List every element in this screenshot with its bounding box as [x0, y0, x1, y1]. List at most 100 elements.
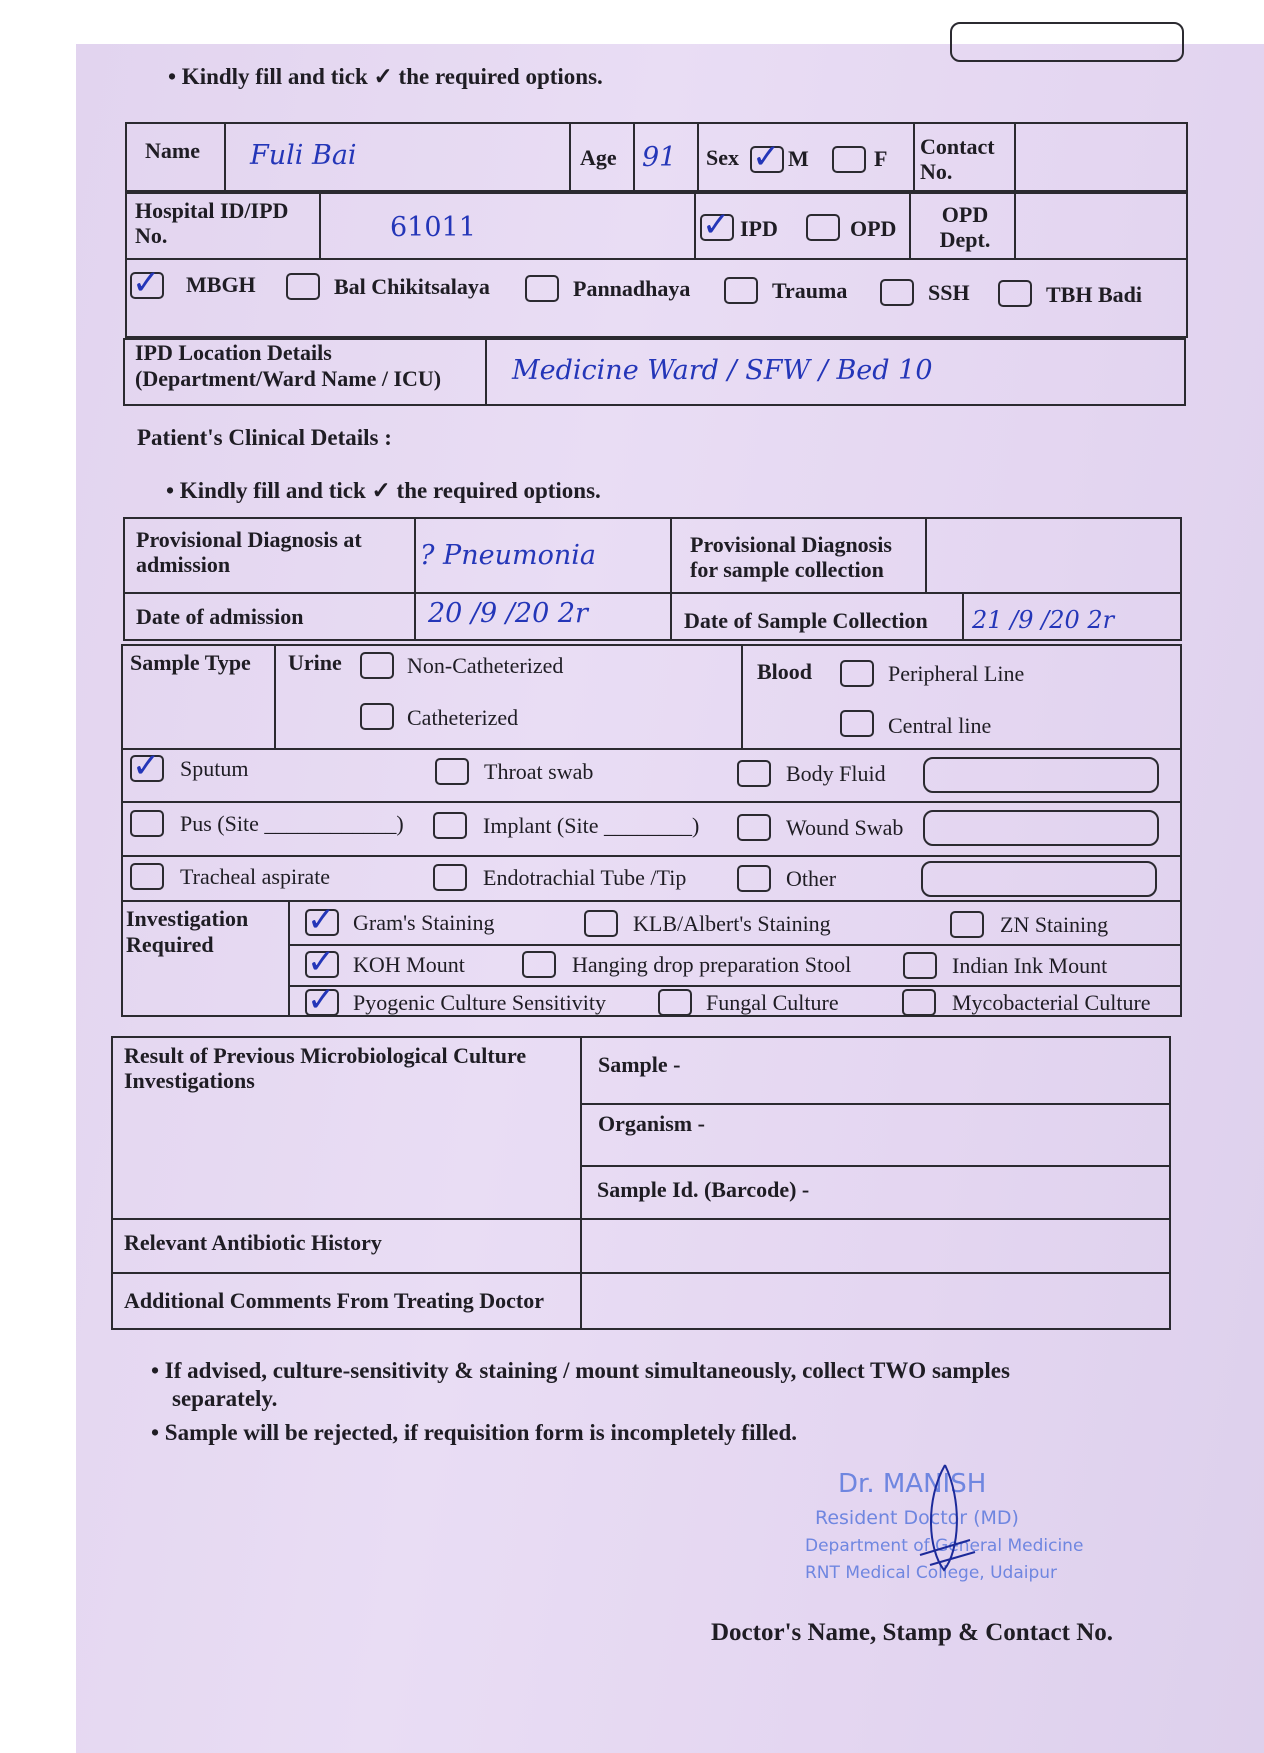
sex-f-checkbox[interactable] — [832, 146, 866, 173]
note-1-cont: separately. — [172, 1386, 278, 1411]
tracheal-checkbox[interactable] — [130, 863, 164, 890]
divider — [125, 258, 1188, 260]
divider — [319, 192, 321, 260]
antibiotic-field[interactable] — [584, 1222, 1168, 1270]
urine-cath-label: Catheterized — [407, 705, 519, 730]
hospital-id-label: Hospital ID/IPD No. — [135, 198, 289, 248]
wound-swab-checkbox[interactable] — [737, 814, 771, 841]
patient-row-1 — [125, 122, 1188, 192]
hospital-tbh-checkbox[interactable] — [998, 280, 1032, 307]
sex-f-label: F — [874, 146, 888, 171]
tick-icon: ✓ — [132, 746, 161, 786]
urine-cath-checkbox[interactable] — [360, 703, 394, 730]
hospital-mbgh-label: MBGH — [186, 272, 256, 297]
prov-diag-sample-field[interactable] — [930, 520, 1178, 590]
wound-swab-label: Wound Swab — [786, 815, 904, 840]
tick-icon: ✓ — [132, 263, 161, 303]
comments-field[interactable] — [584, 1276, 1168, 1328]
pyogenic-checkbox[interactable] — [305, 989, 339, 1016]
divider — [288, 985, 1182, 987]
ipd-location-row — [123, 338, 1186, 406]
instruction: • Kindly fill and tick ✓ the required op… — [168, 64, 603, 89]
body-fluid-field[interactable] — [923, 757, 1159, 793]
other-field[interactable] — [921, 861, 1157, 897]
diagnosis-table — [123, 517, 1182, 641]
signature — [919, 1464, 976, 1572]
divider — [288, 900, 290, 1017]
pus-label: Pus (Site ____________) — [180, 811, 404, 836]
ipd-location-label-1: IPD Location Details — [135, 340, 332, 365]
divider — [962, 592, 964, 641]
hospital-pannadhaya-checkbox[interactable] — [525, 275, 559, 302]
implant-checkbox[interactable] — [433, 812, 467, 839]
divider — [580, 1036, 582, 1330]
pus-checkbox[interactable] — [130, 810, 164, 837]
divider — [121, 900, 1182, 902]
zn-stain-checkbox[interactable] — [950, 911, 984, 938]
divider — [580, 1103, 1171, 1105]
opd-dept-field[interactable] — [1018, 196, 1183, 256]
hospital-trauma-checkbox[interactable] — [724, 277, 758, 304]
sputum-checkbox[interactable] — [130, 755, 164, 782]
date-adm-label: Date of admission — [136, 604, 304, 629]
divider — [121, 801, 1182, 803]
other-checkbox[interactable] — [737, 865, 771, 892]
divider — [913, 122, 915, 192]
opd-dept-label: OPD Dept. — [939, 202, 991, 252]
ipd-checkbox[interactable] — [700, 214, 734, 241]
blood-label: Blood — [757, 659, 813, 684]
opd-checkbox[interactable] — [806, 214, 840, 241]
patient-row-2 — [125, 192, 1188, 338]
divider — [580, 1165, 1171, 1167]
indian-ink-checkbox[interactable] — [903, 952, 937, 979]
name-field[interactable]: Fuli Bai — [250, 140, 357, 171]
sputum-label: Sputum — [180, 756, 249, 781]
divider — [925, 517, 927, 594]
blood-central-label: Central line — [888, 713, 992, 738]
date-sample-field[interactable]: 21 /9 /20 2r — [972, 606, 1115, 634]
prov-diag-adm-label: Provisional Diagnosis at admission — [136, 527, 362, 577]
sample-type-table — [121, 644, 1182, 1017]
ipd-location-field[interactable]: Medicine Ward / SFW / Bed 10 — [512, 355, 933, 386]
hospital-mbgh-checkbox[interactable] — [130, 272, 164, 299]
gram-stain-checkbox[interactable] — [305, 909, 339, 936]
divider — [288, 944, 1182, 946]
divider — [1014, 192, 1016, 260]
stamp-line-3: Department of General Medicine — [805, 1536, 1084, 1556]
sex-m-checkbox[interactable] — [750, 146, 784, 173]
koh-checkbox[interactable] — [305, 951, 339, 978]
divider — [694, 192, 696, 260]
divider — [111, 1272, 1171, 1274]
endotracheal-checkbox[interactable] — [433, 864, 467, 891]
prov-diag-adm-field[interactable]: ? Pneumonia — [420, 540, 596, 571]
fungal-checkbox[interactable] — [658, 989, 692, 1016]
urine-noncath-checkbox[interactable] — [360, 652, 394, 679]
body-fluid-checkbox[interactable] — [737, 760, 771, 787]
koh-label: KOH Mount — [353, 952, 465, 977]
zn-stain-label: ZN Staining — [1000, 912, 1109, 937]
hanging-drop-checkbox[interactable] — [522, 951, 556, 978]
contact-field[interactable] — [1018, 126, 1183, 186]
previous-label-1: Result of Previous Microbiological Cultu… — [124, 1043, 527, 1068]
blood-central-checkbox[interactable] — [840, 710, 874, 737]
sex-m-label: M — [788, 146, 809, 171]
body-fluid-label: Body Fluid — [786, 761, 886, 786]
divider — [741, 644, 743, 748]
indian-ink-label: Indian Ink Mount — [952, 953, 1108, 978]
mycobacterial-checkbox[interactable] — [902, 989, 936, 1016]
throat-swab-checkbox[interactable] — [435, 758, 469, 785]
ipd-location-label-2: (Department/Ward Name / ICU) — [135, 366, 442, 391]
sample-type-label: Sample Type — [130, 650, 251, 675]
divider — [697, 122, 699, 192]
hospital-bal-checkbox[interactable] — [286, 273, 320, 300]
wound-swab-field[interactable] — [923, 810, 1159, 846]
hospital-id-field[interactable]: 61011 — [390, 212, 476, 243]
hospital-ssh-checkbox[interactable] — [880, 279, 914, 306]
hospital-ssh-label: SSH — [928, 280, 970, 305]
date-adm-field[interactable]: 20 /9 /20 2r — [428, 598, 588, 629]
divider — [224, 122, 226, 192]
blood-peripheral-checkbox[interactable] — [840, 660, 874, 687]
age-field[interactable]: 91 — [642, 142, 677, 173]
klb-stain-checkbox[interactable] — [584, 910, 618, 937]
urine-noncath-label: Non-Catheterized — [407, 653, 564, 678]
